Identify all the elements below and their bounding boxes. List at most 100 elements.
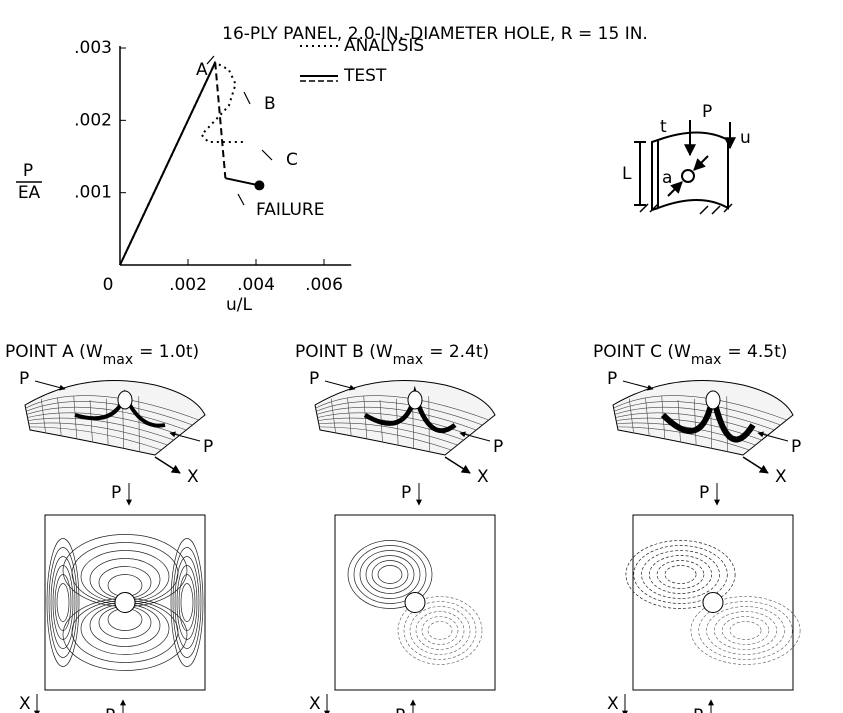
failure-point [254, 180, 264, 190]
annotation-leader [238, 194, 244, 205]
test-line [120, 62, 215, 265]
sketch-label: a [662, 168, 672, 188]
contour-axis-label: X [19, 694, 31, 713]
load-label: P [203, 437, 213, 457]
y-tick-label: .001 [74, 183, 112, 203]
contour [360, 551, 420, 599]
panel-title: POINT A (Wmax = 1.0t) [5, 342, 199, 368]
surface-outline [25, 381, 205, 456]
hole [118, 391, 132, 409]
axis-label: X [477, 467, 489, 487]
contour-axis-label: X [309, 694, 321, 713]
hole [703, 593, 723, 613]
panel-title-part: = 2.4t) [429, 342, 489, 362]
contour [722, 617, 769, 645]
page: {"chart_data":{"type":"line","title":"16… [0, 0, 843, 713]
panel-title-part: = 1.0t) [139, 342, 199, 362]
contour [378, 566, 402, 584]
axis-label: X [775, 467, 787, 487]
annotation: C [286, 150, 298, 170]
panel-title-part: POINT B (W [295, 342, 393, 362]
surface-outline [613, 381, 793, 456]
panel-title-sub: max [393, 352, 424, 368]
contour [179, 575, 195, 631]
figure: 16-PLY PANEL, 2.0-IN.-DIAMETER HOLE, R =… [0, 0, 843, 713]
contour [57, 584, 69, 622]
contour [657, 561, 704, 589]
y-tick-label: .003 [74, 38, 112, 58]
panel-title-sub: max [103, 352, 134, 368]
panel-title: POINT C (Wmax = 4.5t) [593, 342, 787, 368]
contour [177, 566, 197, 640]
contour-load-label: P [395, 706, 405, 713]
contour [714, 612, 776, 650]
annotation: A [196, 60, 208, 80]
contour-load-label: P [401, 483, 411, 503]
contour [53, 566, 73, 640]
load-arrow [623, 381, 653, 389]
analysis-line [120, 62, 246, 265]
x-tick-label: .004 [237, 275, 275, 295]
panel-title-part: POINT A (W [5, 342, 103, 362]
annotation-leader [262, 150, 272, 160]
contour [372, 561, 408, 589]
legend-label: TEST [343, 66, 387, 86]
load-arrow [35, 381, 65, 389]
panel: POINT A (Wmax= 1.0t)PPXPPX [5, 342, 213, 713]
axis-arrow [155, 457, 180, 473]
x-axis-label: u/L [226, 295, 253, 315]
x-tick-label: .002 [169, 275, 207, 295]
chart-title: 16-PLY PANEL, 2.0-IN.-DIAMETER HOLE, R =… [222, 24, 648, 44]
panel-title-part: = 4.5t) [727, 342, 787, 362]
annotation-leader [207, 56, 214, 64]
x-tick-label: 0 [103, 275, 114, 295]
contour [416, 612, 464, 650]
contour [55, 575, 71, 631]
annotation-leader [244, 92, 250, 104]
test-line [225, 178, 259, 185]
panel-title-sub: max [691, 352, 722, 368]
panel-title-part: POINT C (W [593, 342, 691, 362]
y-tick-label: .002 [74, 110, 112, 130]
contour [707, 607, 785, 655]
contour [665, 566, 696, 584]
legend-label: ANALYSIS [344, 36, 424, 56]
panel: POINT B (Wmax= 2.4t)PPXPPX [295, 342, 503, 713]
y-axis-label: P [23, 161, 33, 181]
contour [410, 607, 470, 655]
hole [115, 593, 135, 613]
x-tick-label: .006 [305, 275, 343, 295]
axis-arrow [445, 457, 470, 473]
load-label: P [19, 369, 29, 389]
sketch-label: t [660, 117, 667, 137]
contour [366, 556, 414, 594]
load-label: P [493, 437, 503, 457]
contour [422, 617, 458, 645]
contour [428, 622, 452, 640]
hole [405, 593, 425, 613]
test-line [215, 62, 225, 178]
panel-sketch [634, 120, 732, 214]
contour [181, 584, 193, 622]
contour [730, 622, 761, 640]
annotation: FAILURE [256, 200, 324, 220]
load-label: P [309, 369, 319, 389]
annotation: B [264, 94, 276, 114]
contour-axis-label: X [607, 694, 619, 713]
contour-load-label: P [699, 483, 709, 503]
contour [47, 539, 79, 667]
sketch-label: L [622, 164, 632, 184]
contour [649, 556, 711, 594]
load-label: P [791, 437, 801, 457]
contour-load-label: P [105, 706, 115, 713]
panel: POINT C (Wmax= 4.5t)PPXPPX [593, 342, 801, 713]
panel-title: POINT B (Wmax = 2.4t) [295, 342, 489, 368]
contour-load-label: P [111, 483, 121, 503]
sketch-label: P [702, 102, 712, 122]
contour [171, 539, 203, 667]
hole [706, 391, 720, 409]
contour-load-label: P [693, 706, 703, 713]
load-label: P [607, 369, 617, 389]
axis-label: X [187, 467, 199, 487]
axis-arrow [743, 457, 768, 473]
